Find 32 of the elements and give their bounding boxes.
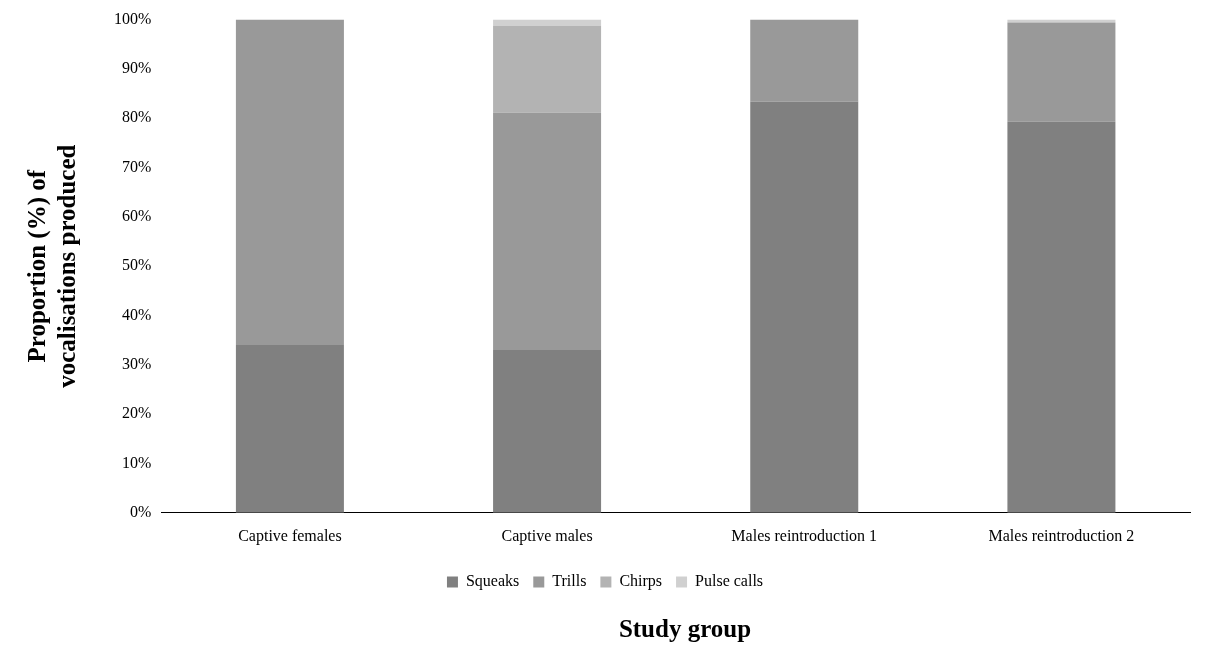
x-axis-title: Study group (617, 615, 753, 643)
legend-label: Chirps (619, 572, 663, 591)
bar (1007, 22, 1116, 122)
bar (750, 101, 859, 513)
bar (493, 350, 602, 513)
bar (750, 19, 859, 102)
bar (235, 345, 344, 513)
y-tick-label: 60% (122, 207, 152, 225)
bar (1007, 19, 1116, 23)
bar (235, 19, 344, 346)
legend-label: Squeaks (465, 572, 520, 591)
y-tick-label: 10% (122, 453, 152, 471)
bar (493, 112, 602, 351)
legend-label: Pulse calls (695, 572, 764, 590)
y-tick-label: 30% (122, 355, 152, 373)
y-tick-label: 40% (122, 305, 152, 323)
x-tick-label: Males reintroduction 2 (988, 526, 1135, 544)
y-tick-label: 0% (130, 503, 152, 520)
y-tick-label: 70% (122, 157, 152, 175)
x-tick-label: Captive females (238, 526, 342, 545)
x-tick-label: Captive males (501, 526, 593, 545)
y-tick-label: 50% (122, 256, 152, 274)
y-tick-label: 80% (122, 108, 152, 126)
bar (1007, 121, 1116, 513)
y-tick-label: 90% (122, 59, 152, 77)
y-axis-title: Proportion (%) of vocalisations produced (23, 144, 81, 388)
bar (493, 19, 602, 27)
bar (493, 26, 602, 113)
y-tick-label: 20% (122, 404, 152, 422)
y-tick-label: 100% (114, 9, 152, 27)
legend-label: Trills (552, 572, 587, 590)
x-tick-label: Males reintroduction 1 (731, 526, 878, 544)
